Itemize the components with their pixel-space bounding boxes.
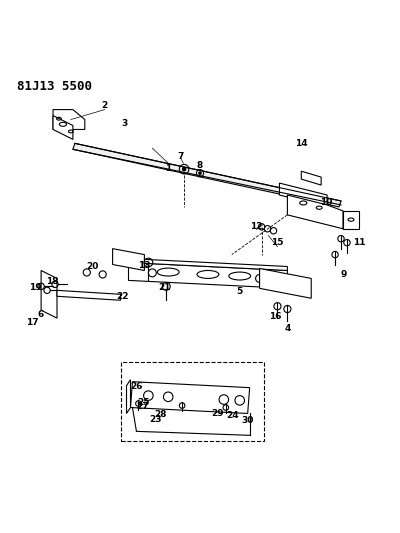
Text: 16: 16	[269, 312, 282, 321]
Text: 27: 27	[136, 402, 149, 411]
Text: 29: 29	[212, 409, 224, 418]
Text: 11: 11	[353, 238, 365, 247]
Polygon shape	[287, 195, 343, 229]
Text: 7: 7	[178, 151, 184, 160]
Text: 13: 13	[138, 261, 151, 270]
Text: 20: 20	[86, 262, 99, 271]
Polygon shape	[53, 110, 85, 130]
Text: 12: 12	[250, 222, 263, 231]
Text: 5: 5	[236, 287, 243, 296]
Polygon shape	[130, 382, 250, 414]
Text: 19: 19	[29, 282, 42, 292]
Text: 3: 3	[122, 119, 128, 128]
Text: 1: 1	[165, 164, 171, 173]
FancyBboxPatch shape	[120, 362, 264, 441]
Text: 28: 28	[154, 410, 166, 419]
Polygon shape	[301, 171, 321, 185]
Polygon shape	[260, 269, 311, 298]
Text: 25: 25	[137, 398, 150, 407]
Polygon shape	[343, 211, 359, 229]
Polygon shape	[113, 248, 144, 270]
Text: 81J13 5500: 81J13 5500	[17, 80, 92, 93]
Polygon shape	[126, 379, 130, 414]
Polygon shape	[73, 143, 341, 207]
Circle shape	[182, 167, 186, 171]
Text: 21: 21	[158, 282, 170, 292]
Polygon shape	[280, 183, 327, 207]
Polygon shape	[128, 263, 287, 288]
Text: 9: 9	[341, 270, 347, 279]
Text: 17: 17	[26, 318, 39, 327]
Text: 4: 4	[284, 324, 290, 333]
Text: 23: 23	[149, 415, 162, 424]
Polygon shape	[53, 116, 73, 140]
Circle shape	[198, 172, 202, 175]
Text: 8: 8	[197, 161, 203, 169]
Text: 10: 10	[320, 198, 332, 207]
Text: 30: 30	[242, 416, 254, 425]
Text: 24: 24	[226, 411, 239, 421]
Text: 15: 15	[271, 238, 284, 247]
Text: 26: 26	[130, 382, 143, 391]
Polygon shape	[128, 259, 287, 270]
Text: 2: 2	[102, 101, 108, 110]
Polygon shape	[41, 270, 57, 318]
Text: 14: 14	[295, 139, 308, 148]
Polygon shape	[57, 290, 120, 300]
Text: 22: 22	[116, 292, 129, 301]
Text: 18: 18	[46, 277, 58, 286]
Text: 6: 6	[38, 310, 44, 319]
